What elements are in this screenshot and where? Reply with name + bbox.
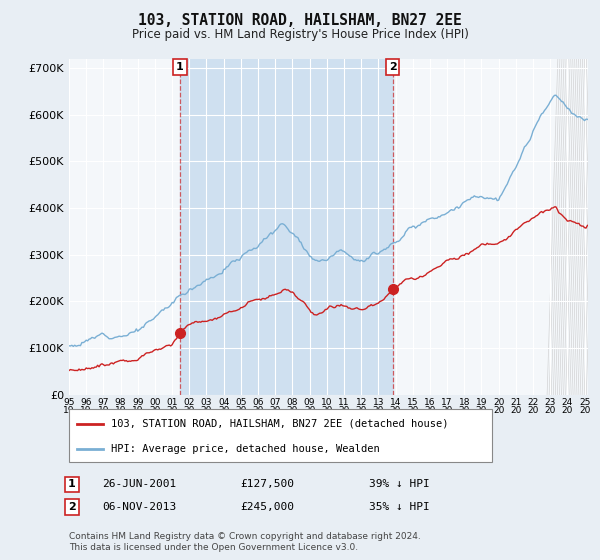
Text: 1: 1 (176, 62, 184, 72)
Text: 06-NOV-2013: 06-NOV-2013 (102, 502, 176, 512)
Text: 103, STATION ROAD, HAILSHAM, BN27 2EE: 103, STATION ROAD, HAILSHAM, BN27 2EE (138, 13, 462, 28)
Text: 39% ↓ HPI: 39% ↓ HPI (369, 479, 430, 489)
Text: Price paid vs. HM Land Registry's House Price Index (HPI): Price paid vs. HM Land Registry's House … (131, 28, 469, 41)
Bar (180, 59, 393, 395)
Text: 26-JUN-2001: 26-JUN-2001 (102, 479, 176, 489)
Text: 2: 2 (68, 502, 76, 512)
Text: 1: 1 (68, 479, 76, 489)
Text: HPI: Average price, detached house, Wealden: HPI: Average price, detached house, Weal… (112, 444, 380, 454)
Text: 103, STATION ROAD, HAILSHAM, BN27 2EE (detached house): 103, STATION ROAD, HAILSHAM, BN27 2EE (d… (112, 419, 449, 429)
Text: 2: 2 (389, 62, 397, 72)
Text: £127,500: £127,500 (240, 479, 294, 489)
Text: Contains HM Land Registry data © Crown copyright and database right 2024.
This d: Contains HM Land Registry data © Crown c… (69, 532, 421, 552)
Text: 35% ↓ HPI: 35% ↓ HPI (369, 502, 430, 512)
FancyBboxPatch shape (69, 409, 492, 462)
Text: £245,000: £245,000 (240, 502, 294, 512)
